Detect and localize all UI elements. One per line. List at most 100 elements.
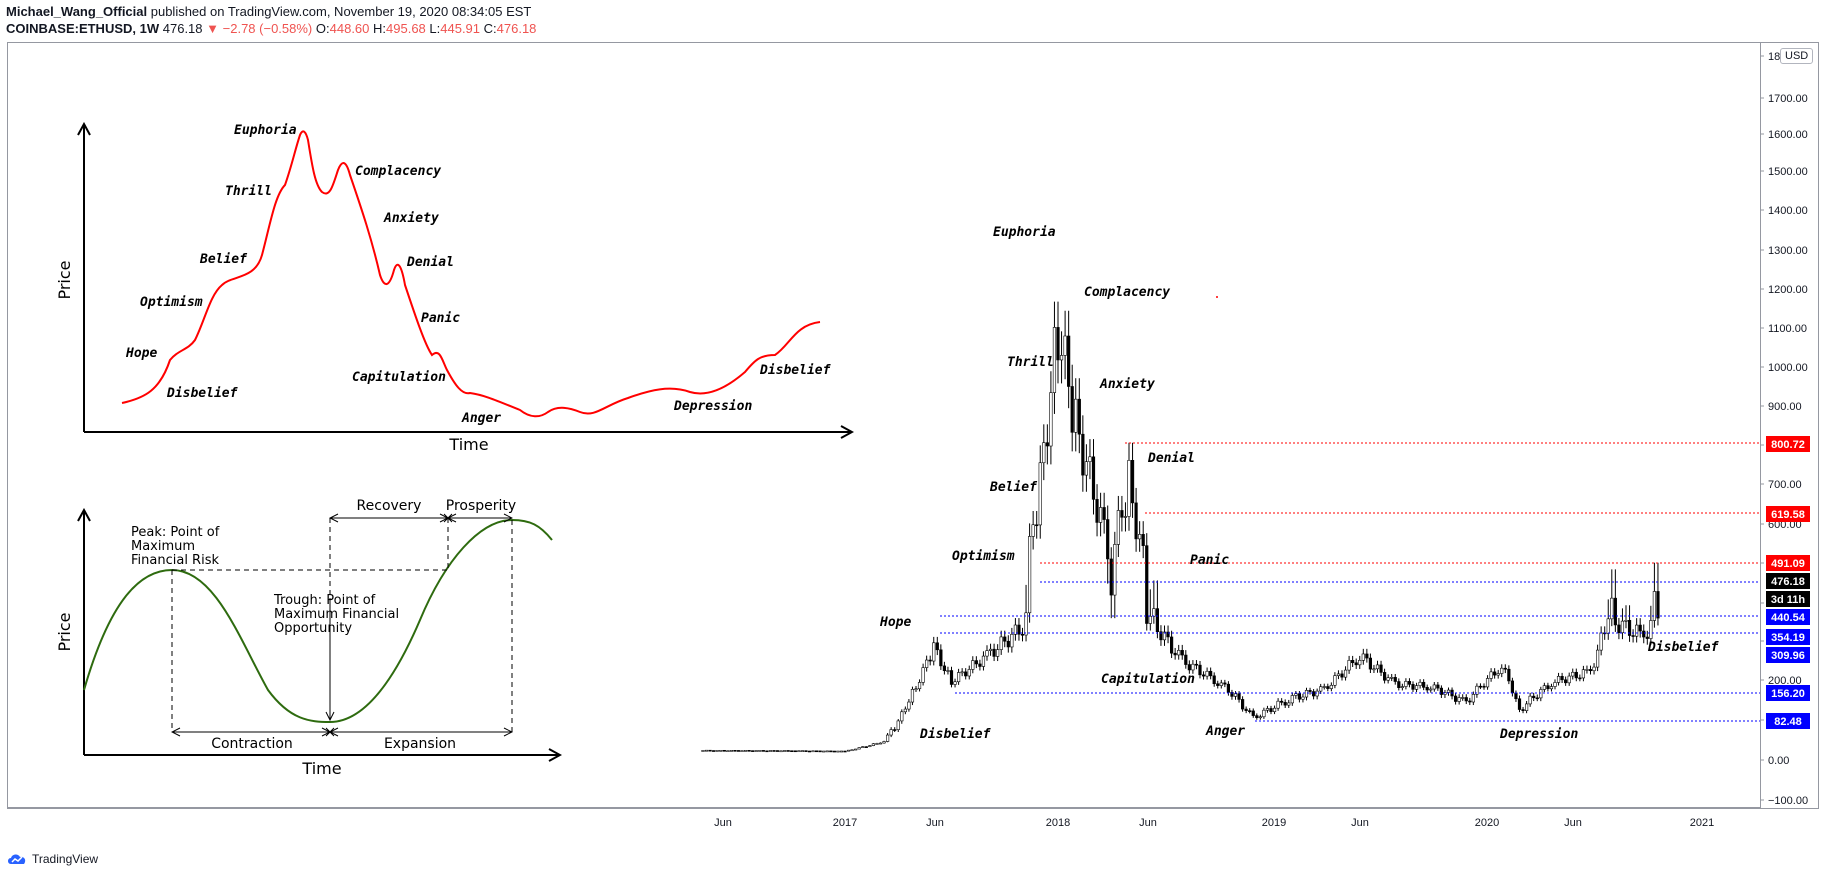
candle-body xyxy=(1070,386,1074,433)
price-tick-label: −100.00 xyxy=(1768,795,1808,807)
peak-note-line3: Financial Risk xyxy=(131,553,219,568)
candle-body xyxy=(964,671,968,677)
candle-body xyxy=(1500,667,1504,674)
chart-label-thrill: Thrill xyxy=(1007,355,1054,370)
tradingview-footer[interactable]: TradingView xyxy=(6,852,98,866)
time-axis[interactable]: Jun 2017 Jun 2018 Jun 2019 Jun 2020 Jun 2021 xyxy=(714,817,1714,829)
currency-button[interactable]: USD xyxy=(1780,48,1814,64)
candle-body xyxy=(1571,671,1575,677)
chart-label-anger: Anger xyxy=(1205,724,1245,739)
price-tick-label: 1400.00 xyxy=(1768,205,1808,217)
candle-body xyxy=(1052,327,1057,393)
candle-body xyxy=(765,750,769,753)
candle-body xyxy=(878,742,883,745)
candle-body xyxy=(704,749,709,752)
open-label: O: xyxy=(315,21,330,36)
candle-body xyxy=(1074,398,1078,433)
candle-body xyxy=(967,669,971,677)
candle-body xyxy=(1095,499,1099,523)
candle-body xyxy=(981,655,986,667)
candle-body xyxy=(1191,663,1195,671)
candle-body xyxy=(846,749,851,752)
candle-body xyxy=(1429,688,1433,691)
candle-body xyxy=(1507,668,1511,682)
candle-body xyxy=(1652,591,1656,621)
psych-stage-optimism: Optimism xyxy=(140,295,203,310)
candle-body xyxy=(1596,649,1600,668)
candle-body xyxy=(743,750,748,752)
candle-body xyxy=(1510,680,1514,694)
candle-body xyxy=(1056,327,1060,361)
candle-body xyxy=(729,750,733,752)
candle-body xyxy=(1304,690,1309,698)
candle-body xyxy=(999,636,1003,650)
candle-body xyxy=(1422,681,1426,688)
candle-body xyxy=(829,750,833,753)
candle-body xyxy=(1159,631,1163,641)
candle-body xyxy=(1397,681,1401,688)
chart-frame[interactable] xyxy=(7,42,1819,809)
candle-body xyxy=(1006,640,1010,648)
candle-body xyxy=(1219,682,1223,686)
peak-note-line2: Maximum xyxy=(131,539,195,554)
candle-body xyxy=(1077,398,1081,435)
psych-stage-complacency: Complacency xyxy=(355,164,441,179)
contraction-label: Contraction xyxy=(211,736,293,752)
candle-body xyxy=(928,659,932,662)
price-label-800: 800.72 xyxy=(1771,439,1805,451)
candle-body xyxy=(1478,685,1483,688)
candle-body xyxy=(1248,710,1252,712)
cycle-y-label: Price xyxy=(55,612,74,651)
candle-body xyxy=(988,648,993,651)
bar-countdown: 3d 11h xyxy=(1771,594,1806,606)
candle-body xyxy=(1201,674,1206,677)
open-value: 448.60 xyxy=(329,21,370,36)
candle-body xyxy=(1564,679,1568,684)
cycle-diagram: Price Time Peak: Point of Maximum Financ… xyxy=(55,498,560,778)
candle-body xyxy=(1414,685,1419,690)
candle-body xyxy=(1617,624,1621,633)
candle-body xyxy=(1262,709,1266,718)
price-label-354: 354.19 xyxy=(1771,632,1805,644)
price-tick-label: 1200.00 xyxy=(1768,284,1808,296)
candle-body xyxy=(1134,502,1138,540)
candle-body xyxy=(1113,544,1117,596)
candle-body xyxy=(1574,671,1578,679)
price-label-619: 619.58 xyxy=(1771,509,1805,521)
candle-body xyxy=(1340,673,1344,678)
author-name[interactable]: Michael_Wang_Official xyxy=(6,4,148,19)
candle-body xyxy=(1148,615,1152,624)
candle-body xyxy=(1333,675,1337,686)
candle-series[interactable] xyxy=(701,301,1660,753)
symbol-info-bar: COINBASE:ETHUSD, 1W 476.18 ▼ −2.78 (−0.5… xyxy=(6,21,536,36)
cycle-green-curve xyxy=(83,518,553,724)
candle-body xyxy=(1645,636,1649,639)
candle-body xyxy=(807,750,812,753)
candle-body xyxy=(1329,684,1333,689)
candle-body xyxy=(1436,684,1440,689)
candle-body xyxy=(1620,620,1625,633)
candle-body xyxy=(1106,519,1110,560)
candle-body xyxy=(1170,636,1174,654)
peak-note-line1: Peak: Point of xyxy=(131,525,220,540)
candle-body xyxy=(1407,681,1412,685)
candle-body xyxy=(1209,670,1213,677)
candle-body xyxy=(939,649,943,667)
candle-body xyxy=(800,750,804,752)
candle-body xyxy=(1379,664,1383,673)
candle-body xyxy=(797,750,801,753)
candle-body xyxy=(1393,677,1397,682)
candle-body xyxy=(1233,693,1238,697)
candle-body xyxy=(1358,660,1362,666)
candle-body xyxy=(1038,462,1042,526)
candle-body xyxy=(1343,669,1348,678)
candle-body xyxy=(1272,707,1277,712)
candle-body xyxy=(793,750,797,753)
symbol-label[interactable]: COINBASE:ETHUSD, 1W xyxy=(6,21,160,36)
candle-body xyxy=(836,750,840,753)
candle-body xyxy=(772,750,776,752)
candle-body xyxy=(978,663,982,667)
candle-body xyxy=(1390,677,1394,679)
candle-body xyxy=(1627,620,1632,636)
